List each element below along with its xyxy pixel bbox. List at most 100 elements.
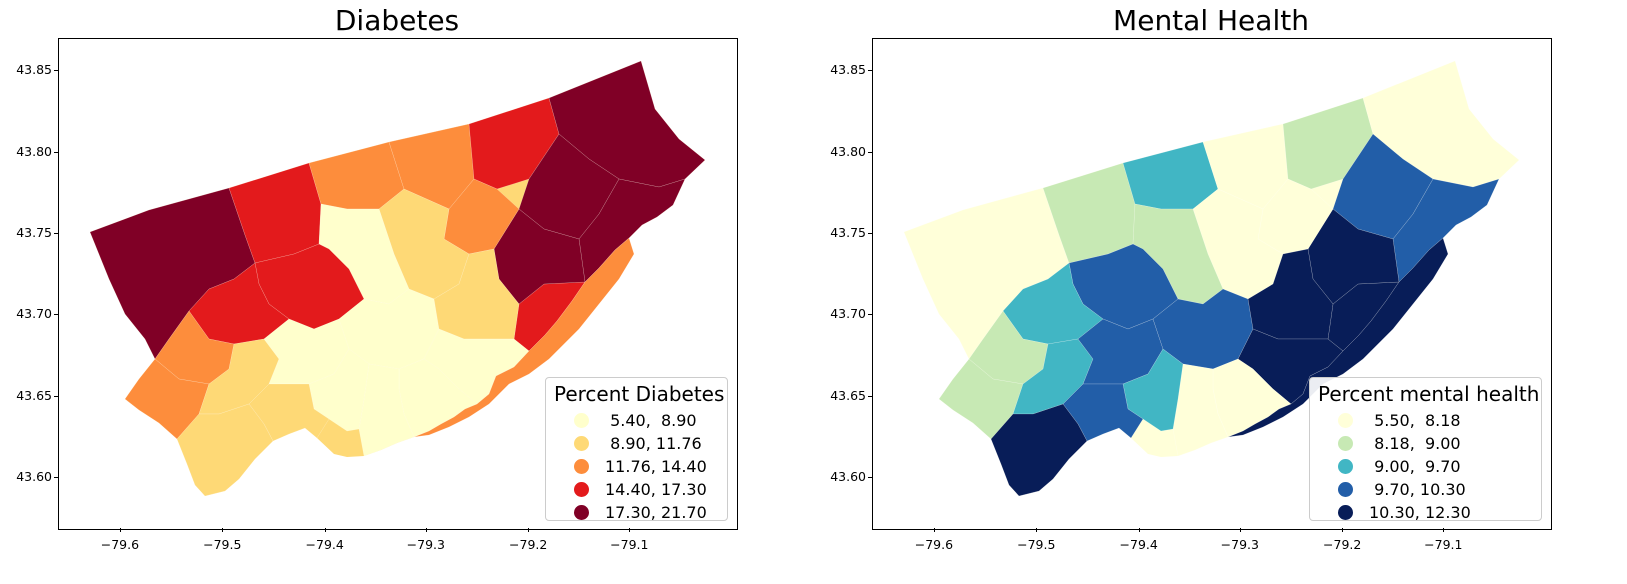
legend-label: 9.70, 10.30	[1369, 480, 1466, 499]
x-tick-mark	[119, 528, 121, 532]
x-tick-mark	[528, 528, 530, 532]
x-tick-label: −79.5	[1017, 537, 1056, 552]
neighbourhood-region	[1062, 383, 1144, 442]
y-tick-label: 43.60	[16, 469, 52, 484]
x-tick-mark	[222, 528, 224, 532]
legend-swatch	[574, 436, 589, 451]
y-tick-label: 43.80	[830, 144, 866, 159]
x-tick-label: −79.6	[914, 537, 954, 552]
diabetes-map-panel: Diabetes 43.85 43.80 43.75 43.70 43.65 43.60 …	[0, 0, 800, 584]
y-tick-mark	[868, 70, 872, 71]
legend-entry: 11.76, 14.40	[554, 455, 719, 478]
y-tick-label: 43.65	[830, 388, 866, 403]
legend-title: Percent mental health	[1318, 382, 1540, 406]
legend-entry: 9.00, 9.70	[1318, 455, 1533, 478]
map-title: Diabetes	[334, 4, 460, 37]
y-tick-mark	[54, 396, 58, 397]
x-tick-label: −79.1	[610, 537, 649, 552]
map-axes	[872, 38, 1552, 530]
y-tick-mark	[868, 314, 872, 315]
neighbourhood-region	[1247, 248, 1334, 340]
mental-health-map-panel: Mental Health 43.85 43.80 43.75 43.70 43.65 4…	[814, 0, 1627, 584]
x-tick-mark	[1036, 528, 1038, 532]
neighbourhood-region	[176, 403, 274, 497]
x-tick-label: −79.2	[1323, 537, 1362, 552]
legend-label: 9.00, 9.70	[1369, 457, 1461, 476]
legend-entry: 8.90, 11.76	[554, 432, 719, 455]
legend-swatch	[1338, 436, 1353, 451]
x-tick-label: −79.3	[406, 537, 445, 552]
neighbourhood-region	[1122, 141, 1219, 210]
y-tick-label: 43.85	[16, 62, 52, 77]
legend-entry: 9.70, 10.30	[1318, 478, 1533, 501]
neighbourhood-region	[433, 248, 520, 340]
legend-entry: 5.50, 8.18	[1318, 409, 1533, 432]
x-tick-label: −79.3	[1220, 537, 1259, 552]
legend-label: 14.40, 17.30	[605, 480, 707, 499]
legend-label: 11.76, 14.40	[605, 457, 707, 476]
x-tick-label: −79.2	[509, 537, 548, 552]
map-axes	[58, 38, 738, 530]
y-tick-mark	[868, 477, 872, 478]
neighbourhood-region	[413, 237, 635, 438]
y-tick-label: 43.75	[830, 225, 866, 240]
x-tick-mark	[933, 528, 935, 532]
neighbourhood-region	[990, 403, 1088, 497]
y-tick-label: 43.60	[830, 469, 866, 484]
map-legend: Percent mental health 5.50, 8.18 8.18, 9…	[1309, 377, 1542, 524]
y-tick-label: 43.85	[830, 62, 866, 77]
x-tick-mark	[1239, 528, 1241, 532]
legend-swatch	[574, 505, 589, 520]
neighbourhood-region	[938, 358, 1024, 440]
y-tick-mark	[54, 233, 58, 234]
choropleth-map	[903, 60, 1520, 497]
legend-label: 5.40, 8.90	[605, 411, 697, 430]
x-tick-label: −79.6	[100, 537, 140, 552]
y-tick-mark	[868, 396, 872, 397]
y-tick-label: 43.70	[16, 306, 52, 321]
legend-entry: 8.18, 9.00	[1318, 432, 1533, 455]
y-tick-mark	[868, 233, 872, 234]
legend-swatch	[1338, 505, 1353, 520]
y-tick-label: 43.80	[16, 144, 52, 159]
legend-title: Percent Diabetes	[554, 382, 725, 406]
y-tick-mark	[54, 70, 58, 71]
choropleth-map	[89, 60, 706, 497]
x-tick-label: −79.4	[1119, 537, 1158, 552]
legend-swatch	[574, 413, 589, 428]
x-tick-mark	[629, 528, 631, 532]
legend-swatch	[1338, 459, 1353, 474]
y-tick-mark	[54, 314, 58, 315]
x-tick-mark	[1342, 528, 1344, 532]
map-title: Mental Health	[1113, 4, 1309, 37]
legend-swatch	[574, 459, 589, 474]
x-tick-label: −79.5	[203, 537, 242, 552]
legend-label: 8.90, 11.76	[605, 434, 702, 453]
legend-entry: 5.40, 8.90	[554, 409, 719, 432]
x-tick-mark	[425, 528, 427, 532]
legend-entry: 10.30, 12.30	[1318, 501, 1533, 524]
y-tick-label: 43.75	[16, 225, 52, 240]
neighbourhood-region	[124, 358, 210, 440]
legend-entry: 14.40, 17.30	[554, 478, 719, 501]
neighbourhood-region	[248, 383, 330, 442]
y-tick-mark	[54, 152, 58, 153]
y-tick-mark	[868, 152, 872, 153]
neighbourhood-region	[308, 141, 405, 210]
legend-swatch	[1338, 482, 1353, 497]
legend-label: 10.30, 12.30	[1369, 503, 1471, 522]
legend-label: 8.18, 9.00	[1369, 434, 1461, 453]
y-tick-label: 43.70	[830, 306, 866, 321]
x-tick-label: −79.1	[1424, 537, 1463, 552]
x-tick-mark	[1443, 528, 1445, 532]
y-tick-label: 43.65	[16, 388, 52, 403]
y-tick-mark	[54, 477, 58, 478]
x-tick-mark	[324, 528, 326, 532]
x-tick-label: −79.4	[305, 537, 344, 552]
legend-swatch	[574, 482, 589, 497]
map-legend: Percent Diabetes 5.40, 8.90 8.90, 11.76 1…	[545, 377, 728, 524]
legend-swatch	[1338, 413, 1353, 428]
x-tick-mark	[1138, 528, 1140, 532]
legend-entry: 17.30, 21.70	[554, 501, 719, 524]
legend-label: 5.50, 8.18	[1369, 411, 1461, 430]
